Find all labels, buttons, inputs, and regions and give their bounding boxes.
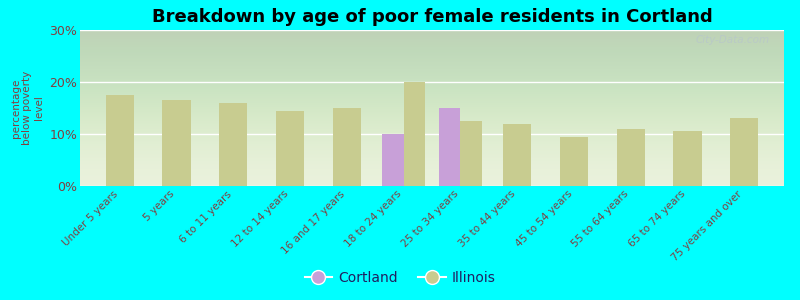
Bar [404,82,425,186]
Title: Breakdown by age of poor female residents in Cortland: Breakdown by age of poor female resident… [152,8,712,26]
Bar [460,121,482,186]
Legend: Cortland, Illinois: Cortland, Illinois [299,265,501,290]
Text: City-Data.com: City-Data.com [696,35,770,45]
Bar [333,108,361,186]
Bar [276,111,304,186]
Bar [674,131,702,186]
Bar [503,124,531,186]
Bar [730,118,758,186]
Bar [560,136,588,186]
Bar [106,95,134,186]
Bar [439,108,460,186]
Y-axis label: percentage
below poverty
level: percentage below poverty level [10,71,44,145]
Bar [219,103,247,186]
Bar [162,100,190,186]
Bar [617,129,645,186]
Bar [382,134,404,186]
